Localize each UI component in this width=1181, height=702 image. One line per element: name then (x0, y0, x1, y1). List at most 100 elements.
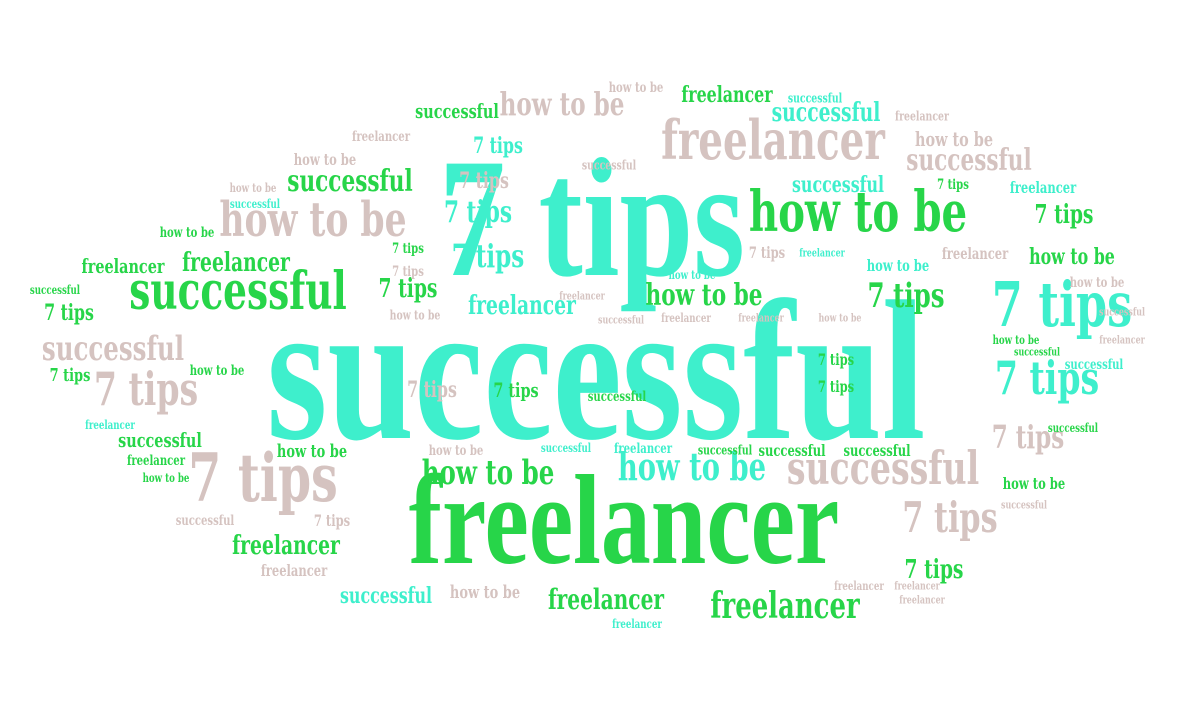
word-how-to-be: how to be (866, 256, 930, 275)
word-how-to-be: how to be (293, 150, 357, 169)
word-successful: successful (129, 261, 347, 322)
word-freelancer: freelancer (1099, 333, 1145, 347)
word-7-tips: 7 tips (392, 241, 424, 257)
word-7-tips: 7 tips (392, 264, 424, 280)
word-7-tips: 7 tips (991, 418, 1065, 456)
word-freelancer: freelancer (559, 289, 605, 303)
word-how-to-be: how to be (499, 85, 625, 123)
word-freelancer: freelancer (894, 579, 940, 593)
word-freelancer: freelancer (799, 246, 845, 260)
word-successful: successful (843, 441, 911, 460)
word-successful: successful (786, 441, 980, 495)
word-7-tips: 7 tips (473, 133, 523, 159)
word-7-tips: 7 tips (817, 350, 855, 369)
word-successful: successful (41, 329, 185, 369)
word-successful: successful (581, 158, 637, 174)
word-successful: successful (287, 164, 413, 199)
word-successful: successful (597, 313, 645, 327)
word-freelancer: freelancer (260, 561, 328, 580)
word-freelancer: freelancer (941, 244, 1009, 263)
word-freelancer: freelancer (1009, 178, 1077, 197)
word-successful: successful (1013, 345, 1061, 359)
word-freelancer: freelancer (81, 254, 165, 278)
word-how-to-be: how to be (189, 363, 245, 379)
word-successful: successful (1064, 357, 1124, 373)
word-how-to-be: how to be (219, 192, 407, 248)
word-7-tips: 7 tips (451, 237, 525, 275)
word-freelancer: freelancer (710, 585, 860, 627)
word-how-to-be: how to be (915, 127, 993, 151)
word-successful: successful (118, 428, 202, 452)
word-successful: successful (540, 441, 592, 455)
word-how-to-be: how to be (142, 471, 190, 485)
word-how-to-be: how to be (449, 582, 521, 603)
word-successful: successful (266, 261, 926, 482)
word-freelancer: freelancer (182, 248, 290, 278)
word-how-to-be: how to be (389, 308, 441, 324)
word-how-to-be: how to be (229, 181, 277, 195)
word-7-tips: 7 tips (188, 439, 338, 517)
word-how-to-be: how to be (645, 278, 763, 313)
word-7-tips: 7 tips (49, 365, 91, 386)
word-freelancer: freelancer (612, 617, 662, 631)
word-successful: successful (175, 513, 235, 529)
word-how-to-be: how to be (1029, 244, 1115, 270)
word-successful: successful (758, 441, 826, 460)
word-7-tips: 7 tips (313, 511, 351, 530)
word-7-tips: 7 tips (459, 168, 509, 194)
word-successful: successful (697, 443, 753, 459)
word-successful: successful (587, 389, 647, 405)
word-7-tips: 7 tips (748, 243, 786, 262)
word-7-tips: 7 tips (378, 274, 438, 304)
word-successful: successful (1047, 421, 1099, 435)
word-freelancer: freelancer (738, 311, 784, 325)
word-7-tips: 7 tips (937, 177, 969, 193)
word-7-tips: 7 tips (994, 351, 1100, 405)
word-freelancer: freelancer (895, 109, 949, 125)
word-successful: successful (229, 197, 281, 211)
word-7-tips: 7 tips (439, 124, 745, 312)
word-freelancer: freelancer (834, 579, 884, 593)
word-how-to-be: how to be (818, 311, 862, 325)
word-successful: successful (1098, 305, 1146, 319)
word-how-to-be: how to be (668, 268, 716, 282)
word-how-to-be: how to be (1069, 275, 1125, 291)
word-how-to-be: how to be (1002, 474, 1066, 493)
word-freelancer: freelancer (126, 453, 186, 469)
word-freelancer: freelancer (232, 531, 340, 561)
word-successful: successful (415, 99, 499, 123)
word-freelancer: freelancer (661, 311, 711, 325)
word-7-tips: 7 tips (44, 300, 94, 326)
word-successful: successful (906, 143, 1032, 178)
word-7-tips: 7 tips (1034, 200, 1094, 230)
word-successful: successful (29, 283, 81, 297)
word-freelancer: freelancer (899, 593, 945, 607)
word-how-to-be: how to be (421, 453, 555, 493)
word-freelancer: freelancer (468, 291, 576, 321)
word-how-to-be: how to be (608, 80, 664, 96)
word-freelancer: freelancer (681, 82, 773, 108)
word-freelancer: freelancer (661, 108, 885, 172)
word-how-to-be: how to be (276, 441, 348, 462)
word-freelancer: freelancer (408, 449, 840, 591)
word-7-tips: 7 tips (407, 377, 457, 403)
word-7-tips: 7 tips (443, 195, 513, 230)
word-7-tips: 7 tips (902, 493, 998, 542)
word-7-tips: 7 tips (93, 362, 199, 416)
word-successful: successful (787, 91, 843, 107)
word-successful: successful (1000, 498, 1048, 512)
word-freelancer: freelancer (351, 129, 411, 145)
word-how-to-be: how to be (992, 333, 1040, 347)
word-7-tips: 7 tips (493, 378, 539, 402)
word-7-tips: 7 tips (867, 276, 945, 316)
word-successful: successful (792, 172, 884, 198)
word-how-to-be: how to be (159, 225, 215, 241)
word-7-tips: 7 tips (991, 268, 1133, 341)
word-7-tips: 7 tips (817, 377, 855, 396)
word-freelancer: freelancer (613, 441, 673, 457)
word-successful: successful (771, 98, 881, 128)
word-freelancer: freelancer (547, 583, 665, 616)
word-freelancer: freelancer (85, 418, 135, 432)
word-how-to-be: how to be (617, 444, 767, 489)
